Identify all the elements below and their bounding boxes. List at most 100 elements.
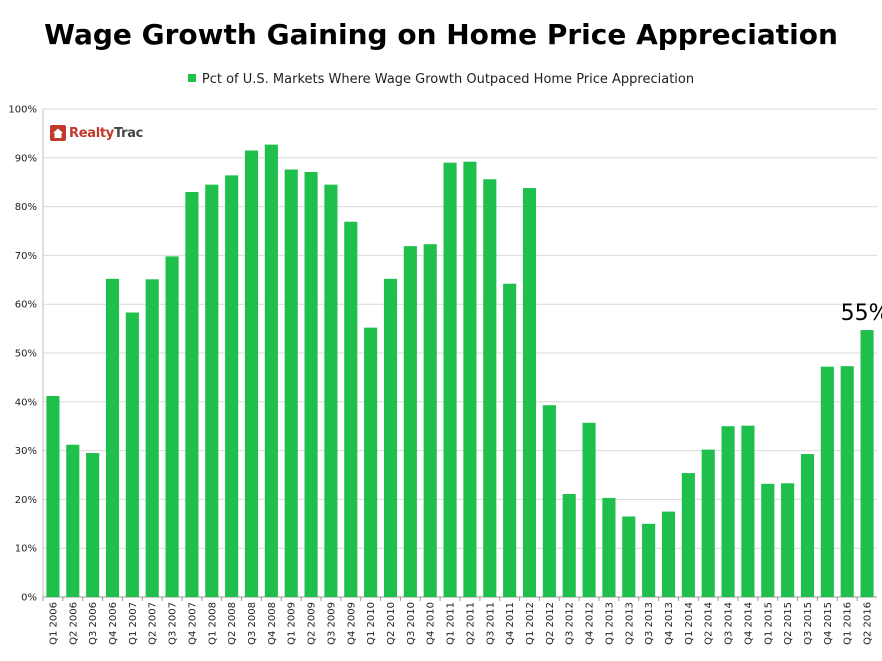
house-icon [50, 125, 66, 141]
bar [46, 395, 60, 597]
bar [105, 278, 120, 597]
x-tick-label: Q1 2008 [207, 602, 218, 645]
y-tick-label: 90% [15, 153, 37, 164]
bar [642, 523, 656, 597]
x-tick-label: Q4 2014 [743, 602, 754, 645]
bar [284, 169, 298, 597]
x-tick-label: Q3 2015 [803, 602, 814, 645]
x-tick-label: Q1 2007 [128, 602, 139, 645]
x-tick-label: Q2 2008 [227, 602, 238, 645]
x-tick-label: Q1 2010 [366, 602, 377, 645]
bar [225, 175, 239, 598]
x-tick-label: Q4 2009 [346, 602, 357, 645]
x-tick-label: Q2 2006 [68, 602, 79, 645]
y-tick-label: 10% [15, 544, 37, 555]
bar [423, 244, 437, 597]
bar [145, 279, 159, 597]
x-tick-label: Q3 2008 [247, 602, 258, 645]
bar [244, 150, 259, 598]
x-tick-label: Q3 2013 [644, 602, 655, 645]
bar [721, 426, 735, 597]
bar [443, 162, 457, 597]
x-tick-label: Q2 2011 [465, 602, 476, 645]
x-tick-label: Q3 2014 [724, 602, 735, 645]
x-tick-label: Q1 2014 [684, 602, 695, 645]
bar [125, 312, 139, 597]
bar [503, 283, 517, 597]
bar [761, 483, 775, 597]
y-tick-label: 60% [15, 300, 37, 311]
y-tick-label: 50% [15, 349, 37, 360]
legend-swatch [187, 74, 196, 82]
x-tick-label: Q4 2015 [823, 602, 834, 645]
bar [840, 366, 854, 597]
x-tick-label: Q2 2010 [386, 602, 397, 645]
bar [264, 144, 278, 597]
x-tick-label: Q4 2012 [585, 602, 596, 645]
bar [800, 454, 815, 597]
x-tick-label: Q4 2006 [108, 602, 119, 645]
legend: Pct of U.S. Markets Where Wage Growth Ou… [0, 72, 882, 87]
x-tick-label: Q4 2010 [426, 602, 437, 645]
bar [522, 188, 537, 597]
bar [403, 246, 417, 598]
bar [741, 425, 755, 597]
bar [66, 444, 80, 597]
x-tick-label: Q2 2009 [307, 602, 318, 645]
bar [383, 278, 398, 597]
bar [701, 449, 715, 597]
bar [304, 171, 318, 597]
x-tick-label: Q4 2011 [505, 602, 516, 645]
logo-text-trac: Trac [113, 125, 144, 141]
y-tick-label: 70% [15, 251, 37, 262]
bar [602, 497, 616, 597]
x-tick-label: Q3 2010 [406, 602, 417, 645]
bar [820, 366, 834, 597]
x-tick-label: Q2 2015 [783, 602, 794, 645]
bar [205, 184, 219, 597]
y-tick-label: 40% [15, 397, 37, 408]
x-tick-label: Q2 2007 [148, 602, 159, 645]
x-tick-label: Q1 2013 [604, 602, 615, 645]
bar [860, 330, 874, 597]
x-tick-label: Q1 2012 [525, 602, 536, 645]
chart-title: Wage Growth Gaining on Home Price Apprec… [44, 18, 838, 51]
bar [483, 179, 497, 597]
x-tick-label: Q3 2012 [565, 602, 576, 645]
x-tick-label: Q1 2006 [48, 602, 59, 645]
x-tick-label: Q4 2008 [267, 602, 278, 645]
bar [562, 494, 576, 597]
bar [781, 483, 795, 597]
bar [165, 256, 179, 597]
legend-label: Pct of U.S. Markets Where Wage Growth Ou… [201, 72, 695, 87]
x-tick-label: Q3 2007 [168, 602, 179, 645]
x-tick-label: Q4 2007 [187, 602, 198, 645]
bar [324, 184, 338, 597]
bar [463, 161, 477, 598]
x-tick-label: Q3 2011 [485, 602, 496, 645]
bar [542, 405, 556, 597]
y-tick-label: 30% [15, 446, 37, 457]
logo-text-realty: Realty [69, 125, 114, 141]
x-tick-label: Q2 2016 [863, 602, 874, 645]
realtytrac-logo: Realty Trac [50, 123, 143, 143]
y-tick-label: 20% [15, 495, 37, 506]
y-tick-label: 100% [8, 105, 37, 116]
bar [185, 191, 199, 597]
bar [681, 473, 695, 597]
x-tick-label: Q1 2016 [843, 602, 854, 645]
bar [661, 511, 676, 597]
bar [622, 516, 636, 597]
x-tick-label: Q2 2013 [624, 602, 635, 645]
bar [344, 221, 358, 597]
bar [582, 422, 596, 597]
x-tick-label: Q3 2009 [326, 602, 337, 645]
x-tick-label: Q1 2009 [287, 602, 298, 645]
x-tick-label: Q3 2006 [88, 602, 99, 645]
y-tick-label: 0% [21, 593, 37, 604]
y-tick-label: 80% [15, 202, 37, 213]
bar [86, 453, 100, 597]
x-tick-label: Q2 2014 [704, 602, 715, 645]
x-tick-label: Q1 2011 [446, 602, 457, 645]
